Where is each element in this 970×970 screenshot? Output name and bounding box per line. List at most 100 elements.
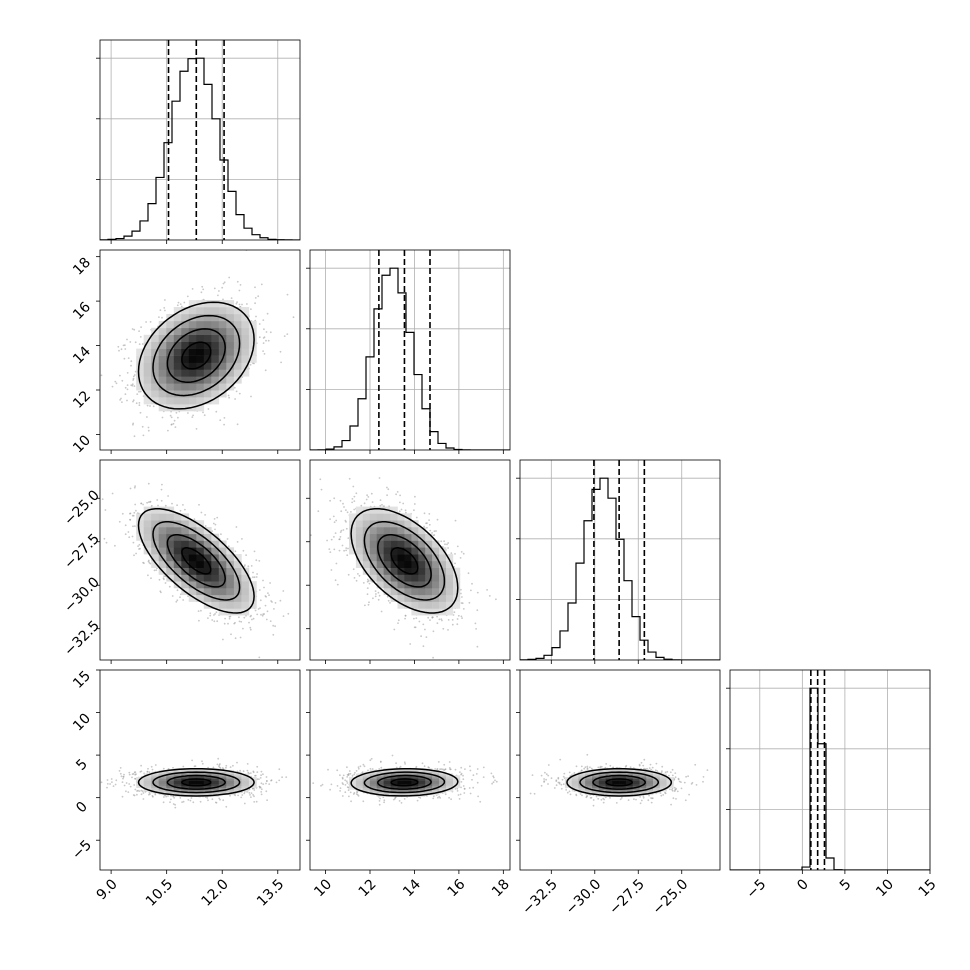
scatter-point: [319, 478, 322, 481]
scatter-point: [320, 488, 323, 491]
density-cell: [439, 581, 447, 589]
scatter-point: [132, 400, 134, 403]
density-cell: [218, 574, 227, 582]
density-cell: [432, 601, 440, 609]
scatter-point: [202, 288, 205, 291]
scatter-point: [428, 523, 431, 526]
density-cell: [425, 601, 433, 609]
density-cell: [203, 369, 212, 377]
density-cell: [181, 383, 190, 391]
density-cell: [404, 601, 412, 609]
density-cell: [369, 540, 377, 548]
scatter-point: [292, 316, 295, 319]
density-cell: [173, 404, 182, 412]
density-cell: [404, 574, 412, 582]
density-cell: [158, 390, 167, 398]
scatter-point: [217, 294, 219, 297]
density-cell: [143, 397, 152, 405]
scatter-point: [366, 578, 369, 581]
histogram-series-2: [520, 477, 720, 660]
density-cell: [418, 574, 426, 582]
scatter-point: [133, 385, 136, 387]
scatter-point: [488, 595, 491, 597]
density-cell: [233, 581, 242, 589]
scatter-point: [142, 503, 145, 506]
scatter-point: [353, 495, 356, 498]
scatter-point: [198, 503, 200, 506]
density-cell: [203, 300, 212, 308]
panel-background: [310, 250, 510, 450]
density-cell: [226, 554, 235, 562]
scatter-point: [279, 350, 282, 353]
density-cell: [404, 513, 412, 521]
density-cell: [226, 327, 235, 335]
scatter-point: [105, 541, 108, 544]
scatter-point: [227, 622, 229, 625]
density-cell: [136, 520, 144, 528]
density-cell: [411, 601, 419, 609]
density-cell: [173, 390, 182, 398]
scatter-point: [386, 494, 388, 497]
scatter-point: [269, 620, 272, 622]
density-cell: [181, 574, 190, 582]
density-cell: [166, 560, 175, 568]
scatter-point: [214, 613, 217, 615]
density-cell: [151, 348, 159, 356]
density-cell: [181, 355, 190, 363]
density-cell: [151, 527, 159, 535]
density-cell: [418, 533, 426, 541]
density-cell: [158, 362, 167, 370]
scatter-point: [169, 414, 172, 417]
scatter-point: [432, 630, 435, 633]
scatter-point: [456, 545, 459, 548]
panel-border: [99, 249, 301, 451]
scatter-point: [118, 520, 121, 523]
scatter-point: [427, 616, 430, 619]
density-cell: [432, 581, 440, 589]
scatter-point: [164, 575, 167, 578]
density-cell: [233, 314, 242, 322]
scatter-point: [191, 416, 194, 418]
scatter-point: [187, 412, 189, 414]
scatter-point: [138, 402, 141, 404]
density-cell: [397, 601, 405, 609]
scatter-point: [353, 577, 356, 579]
scatter-point: [153, 569, 156, 572]
scatter-point: [368, 582, 371, 585]
density-cell: [248, 341, 257, 349]
density-cell: [158, 334, 167, 342]
scatter-point: [441, 619, 443, 622]
density-cell: [390, 554, 398, 562]
scatter-point: [158, 578, 161, 581]
density-cell: [203, 376, 212, 384]
scatter-point: [228, 617, 231, 620]
density-cell: [218, 348, 227, 356]
scatter-point: [252, 571, 254, 574]
panel-content: [100, 757, 288, 809]
scatter-point: [433, 530, 436, 533]
density-cell: [226, 581, 235, 589]
scatter-point: [269, 331, 272, 334]
density-cell: [188, 520, 197, 528]
scatter-point: [264, 595, 267, 597]
density-cell: [158, 560, 167, 568]
scatter-point: [221, 286, 224, 289]
density-cell: [188, 547, 197, 555]
density-cell: [188, 334, 197, 342]
scatter-point: [250, 395, 252, 398]
scatter-point: [367, 496, 370, 498]
density-cell: [349, 513, 357, 521]
density-cell: [181, 540, 190, 548]
density-cell: [439, 601, 447, 609]
density-cell: [196, 390, 205, 398]
density-cell: [233, 594, 242, 602]
density-cell: [418, 601, 426, 609]
scatter-point: [460, 592, 462, 595]
scatter-point: [236, 541, 239, 543]
contour-level-1: [377, 534, 432, 588]
density-cell: [218, 320, 227, 329]
scatter-point: [242, 549, 245, 552]
density-cell: [248, 594, 257, 602]
scatter-point: [435, 530, 437, 532]
density-cell: [404, 594, 412, 602]
